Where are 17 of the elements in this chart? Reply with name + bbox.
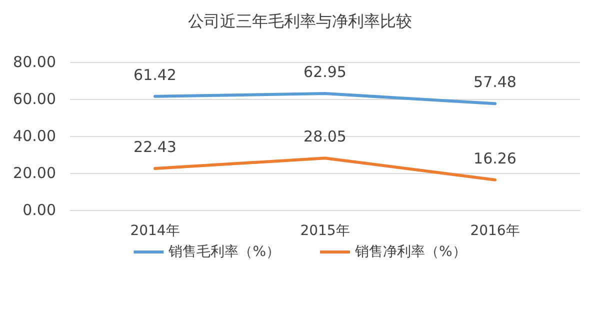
data-label: 16.26 xyxy=(474,149,516,168)
y-tick-label: 40.00 xyxy=(13,127,56,145)
legend-label: 销售净利率（%） xyxy=(354,244,466,260)
y-tick-label: 80.00 xyxy=(13,53,56,71)
y-tick-label: 60.00 xyxy=(13,90,56,108)
data-label: 57.48 xyxy=(474,73,516,92)
legend-label: 销售毛利率（%） xyxy=(168,244,280,260)
chart-title: 公司近三年毛利率与净利率比较 xyxy=(188,12,412,30)
data-label: 61.42 xyxy=(134,66,176,84)
data-label: 22.43 xyxy=(134,138,176,156)
y-tick-label: 20.00 xyxy=(13,164,56,182)
x-tick-label: 2014年 xyxy=(130,223,180,239)
x-tick-label: 2015年 xyxy=(300,223,350,239)
data-label: 62.95 xyxy=(304,63,346,82)
data-label: 28.05 xyxy=(304,128,346,146)
x-tick-label: 2016年 xyxy=(470,223,520,239)
y-tick-label: 0.00 xyxy=(22,201,56,219)
